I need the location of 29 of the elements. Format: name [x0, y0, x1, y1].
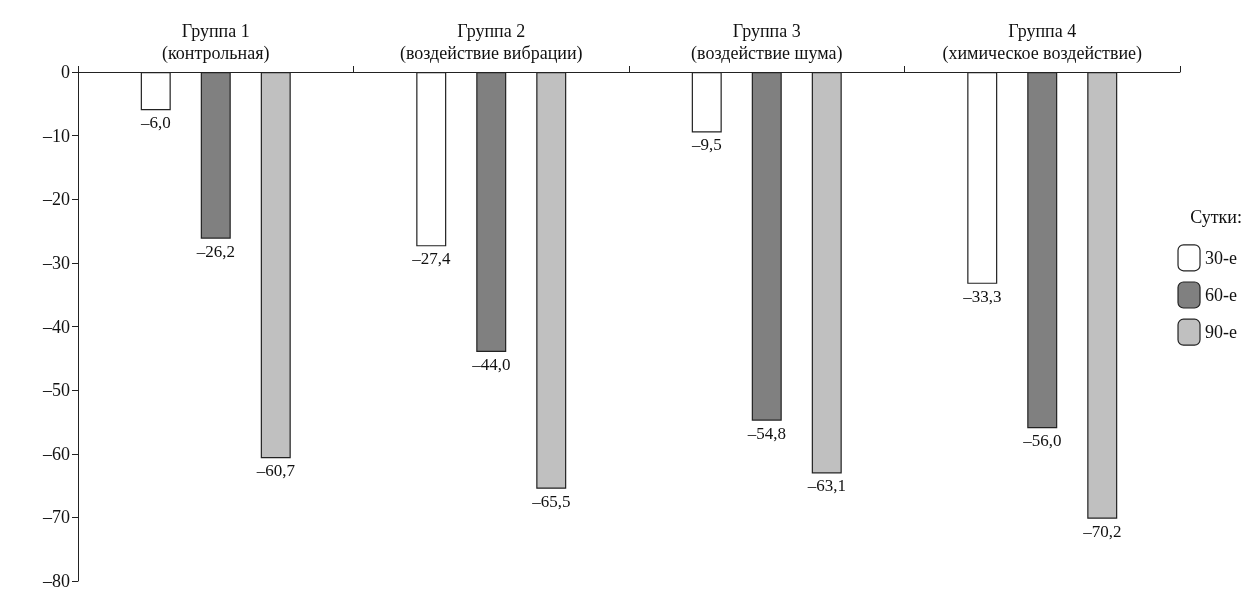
y-tick-label: –70: [42, 507, 70, 528]
x-tick-label: Группа 2 (воздействие вибрации): [399, 21, 583, 64]
x-tick-label: Группа 4 (химическое воздействие): [942, 21, 1143, 64]
y-tick-label: –80: [42, 571, 70, 590]
data-label: –26,2: [195, 241, 235, 261]
data-label: –44,0: [471, 354, 511, 374]
x-tick-label: Группа 3 (воздействие шума): [691, 21, 843, 64]
data-label: –56,0: [1022, 431, 1062, 451]
data-label: –70,2: [1082, 521, 1122, 541]
y-tick-label: –60: [42, 443, 70, 464]
legend-title: Сутки:: [1190, 207, 1243, 227]
y-tick-label: –30: [42, 252, 70, 273]
data-label: –60,7: [255, 461, 296, 481]
data-label: –6,0: [139, 113, 171, 133]
legend-label: 30-е: [1205, 247, 1238, 268]
data-label: –63,1: [806, 476, 846, 496]
y-tick-label: –50: [42, 380, 70, 401]
data-label: –54,8: [746, 423, 786, 443]
data-label: –9,5: [690, 135, 722, 155]
y-tick-label: –10: [42, 125, 70, 146]
y-tick-label: –20: [42, 189, 70, 210]
legend-label: 60-е: [1205, 285, 1238, 305]
x-tick-label: Группа 1 (контрольная): [162, 21, 270, 64]
data-label: –33,3: [962, 286, 1002, 306]
legend-label: 90-е: [1205, 322, 1238, 343]
y-tick-label: –40: [42, 316, 70, 337]
data-label: –27,4: [411, 249, 451, 269]
data-label: –65,5: [531, 491, 571, 511]
y-tick-label: 0: [61, 62, 70, 82]
